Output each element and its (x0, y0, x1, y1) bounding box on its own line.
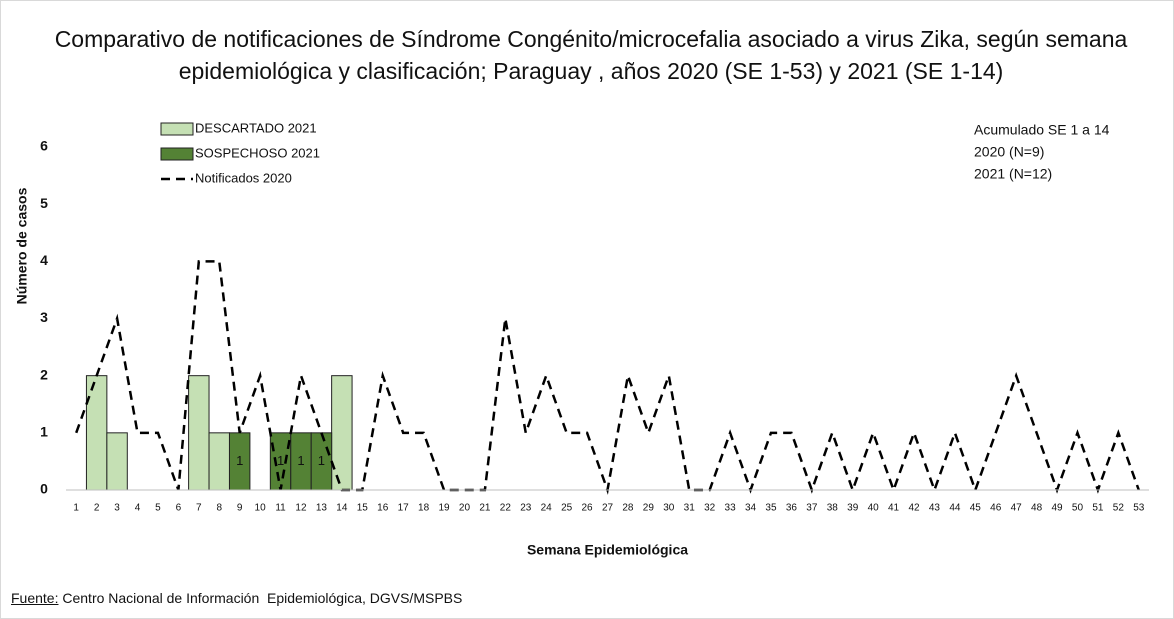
x-tick-label: 11 (275, 503, 286, 514)
x-tick-label: 27 (602, 503, 614, 514)
x-tick-label: 43 (929, 503, 941, 514)
x-tick-label: 45 (970, 503, 982, 514)
x-tick-label: 37 (806, 503, 818, 514)
x-tick-label: 6 (176, 503, 182, 514)
x-tick-label: 21 (479, 503, 491, 514)
x-tick-label: 41 (888, 503, 900, 514)
chart-title: Comparativo de notificaciones de Síndrom… (54, 26, 1128, 84)
bar (331, 375, 353, 491)
x-tick-label: 3 (114, 503, 120, 514)
legend-swatch (160, 122, 194, 136)
x-tick-label: 9 (237, 503, 243, 514)
data-label: 1 (297, 453, 304, 468)
x-tick-label: 5 (155, 503, 161, 514)
legend-label: DESCARTADO 2021 (195, 120, 317, 135)
x-tick-label: 4 (135, 503, 141, 514)
x-tick-label: 22 (500, 503, 512, 514)
annotation: 2021 (N=12) (974, 166, 1052, 182)
x-tick-label: 25 (561, 503, 573, 514)
x-tick-label: 19 (438, 503, 450, 514)
x-tick-label: 50 (1072, 503, 1084, 514)
x-tick-label: 20 (459, 503, 471, 514)
x-tick-label: 36 (786, 503, 798, 514)
x-tick-label: 44 (949, 503, 961, 514)
x-tick-label: 29 (643, 503, 655, 514)
y-axis-label: Número de casos (14, 187, 30, 304)
annotation: 2020 (N=9) (974, 144, 1044, 160)
x-tick-label: 7 (196, 503, 202, 514)
x-tick-label: 51 (1092, 503, 1104, 514)
x-tick-label: 17 (398, 503, 410, 514)
y-tick-label: 4 (40, 252, 48, 268)
y-tick-label: 6 (40, 138, 48, 154)
x-tick-label: 40 (868, 503, 880, 514)
data-label: 1 (318, 453, 325, 468)
source-label: Fuente: (11, 590, 59, 606)
legend-label: Notificados 2020 (195, 170, 292, 185)
y-tick-label: 0 (40, 481, 48, 497)
annotation: Acumulado SE 1 a 14 (974, 122, 1110, 138)
y-tick-label: 3 (40, 309, 48, 325)
data-label: 1 (236, 453, 243, 468)
x-tick-label: 47 (1011, 503, 1023, 514)
x-tick-label: 12 (295, 503, 307, 514)
x-tick-label: 30 (663, 503, 675, 514)
legend-swatch (160, 147, 194, 161)
x-tick-label: 24 (541, 503, 553, 514)
x-tick-label: 52 (1113, 503, 1125, 514)
x-tick-label: 39 (847, 503, 859, 514)
legend-label: SOSPECHOSO 2021 (195, 145, 320, 160)
x-tick-label: 49 (1051, 503, 1063, 514)
bar (208, 432, 230, 491)
x-tick-label: 15 (357, 503, 369, 514)
x-tick-label: 38 (827, 503, 839, 514)
x-tick-label: 23 (520, 503, 532, 514)
data-label: 1 (277, 453, 284, 468)
source-text: Centro Nacional de Información Epidemiol… (58, 590, 463, 606)
x-tick-label: 32 (704, 503, 716, 514)
y-tick-label: 1 (40, 424, 48, 440)
x-tick-label: 2 (94, 503, 100, 514)
x-tick-label: 8 (216, 503, 222, 514)
x-tick-label: 16 (377, 503, 389, 514)
x-tick-label: 48 (1031, 503, 1043, 514)
x-tick-label: 1 (73, 503, 79, 514)
x-tick-label: 46 (990, 503, 1002, 514)
x-tick-label: 26 (582, 503, 594, 514)
x-tick-label: 28 (622, 503, 634, 514)
x-tick-label: 33 (725, 503, 737, 514)
y-tick-label: 5 (40, 195, 48, 211)
x-tick-label: 42 (908, 503, 920, 514)
x-tick-label: 10 (255, 503, 267, 514)
x-tick-label: 31 (684, 503, 696, 514)
x-tick-label: 34 (745, 503, 757, 514)
x-axis-label: Semana Epidemiológica (527, 542, 688, 558)
x-tick-label: 53 (1133, 503, 1145, 514)
bar (85, 375, 108, 491)
x-tick-label: 35 (765, 503, 777, 514)
source: Fuente: Centro Nacional de Información E… (11, 590, 462, 606)
bar (188, 375, 210, 491)
x-tick-label: 18 (418, 503, 430, 514)
bar (106, 432, 128, 491)
x-tick-label: 14 (336, 503, 348, 514)
x-tick-label: 13 (316, 503, 328, 514)
y-tick-label: 2 (40, 366, 48, 382)
